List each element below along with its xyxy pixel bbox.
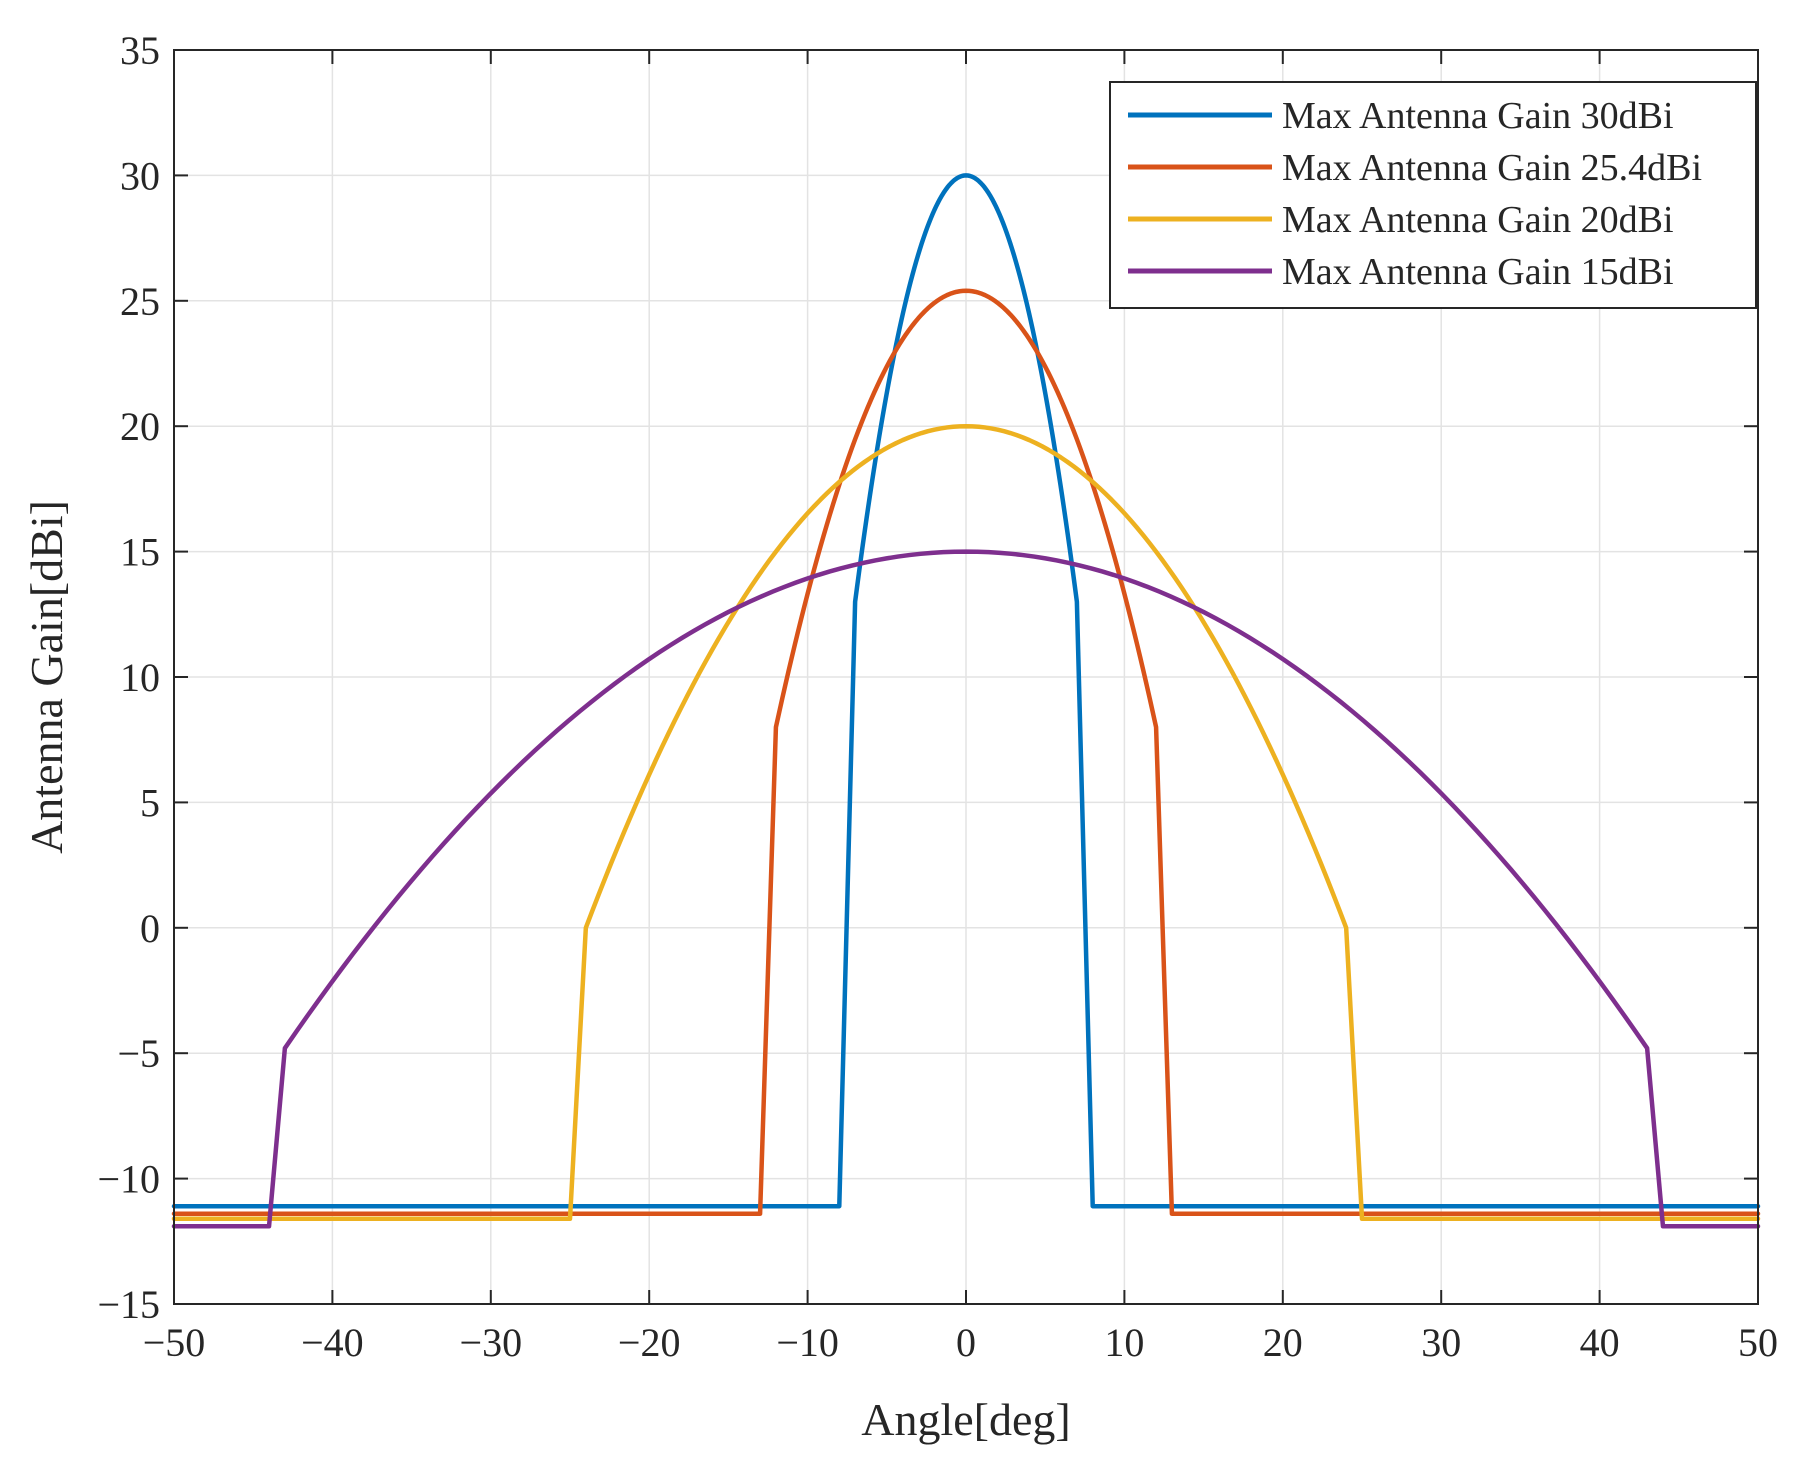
y-tick-label: −5 xyxy=(117,1031,160,1076)
y-tick-label: 10 xyxy=(120,655,160,700)
y-tick-label: 20 xyxy=(120,404,160,449)
x-tick-label: −10 xyxy=(776,1320,839,1365)
legend-label-0: Max Antenna Gain 30dBi xyxy=(1282,95,1674,137)
x-tick-label: 50 xyxy=(1738,1320,1778,1365)
legend-label-1: Max Antenna Gain 25.4dBi xyxy=(1282,147,1702,189)
legend-label-3: Max Antenna Gain 15dBi xyxy=(1282,251,1674,293)
series-line-2 xyxy=(171,423,1761,1221)
series-line-3 xyxy=(171,549,1761,1229)
y-tick-label: 25 xyxy=(120,279,160,324)
legend-label-2: Max Antenna Gain 20dBi xyxy=(1282,199,1674,241)
legend: Max Antenna Gain 30dBi Max Antenna Gain 2… xyxy=(1109,81,1757,309)
y-axis-title: Antenna Gain[dBi] xyxy=(21,500,72,854)
axis-ticks: −50 −40 −30 −20 −10 0 10 20 30 40 50−15−10−5051015… xyxy=(97,28,1778,1365)
y-tick-label: −15 xyxy=(97,1282,160,1327)
x-tick-label: 20 xyxy=(1263,1320,1303,1365)
x-tick-label: −30 xyxy=(460,1320,523,1365)
x-tick-label: 10 xyxy=(1104,1320,1144,1365)
x-tick-label: −20 xyxy=(618,1320,681,1365)
series-line-0 xyxy=(171,173,1761,1209)
x-axis-title: Angle[deg] xyxy=(861,1394,1070,1445)
series-line-1 xyxy=(171,288,1761,1216)
y-tick-label: 0 xyxy=(140,906,160,951)
y-tick-label: 5 xyxy=(140,780,160,825)
y-tick-label: −10 xyxy=(97,1157,160,1202)
x-tick-label: 30 xyxy=(1421,1320,1461,1365)
series-lines xyxy=(171,173,1761,1229)
y-tick-label: 15 xyxy=(120,530,160,575)
x-tick-label: −40 xyxy=(301,1320,364,1365)
y-tick-label: 30 xyxy=(120,153,160,198)
x-tick-label: 40 xyxy=(1580,1320,1620,1365)
x-tick-label: 0 xyxy=(956,1320,976,1365)
x-tick-label: −50 xyxy=(143,1320,206,1365)
y-tick-label: 35 xyxy=(120,28,160,73)
